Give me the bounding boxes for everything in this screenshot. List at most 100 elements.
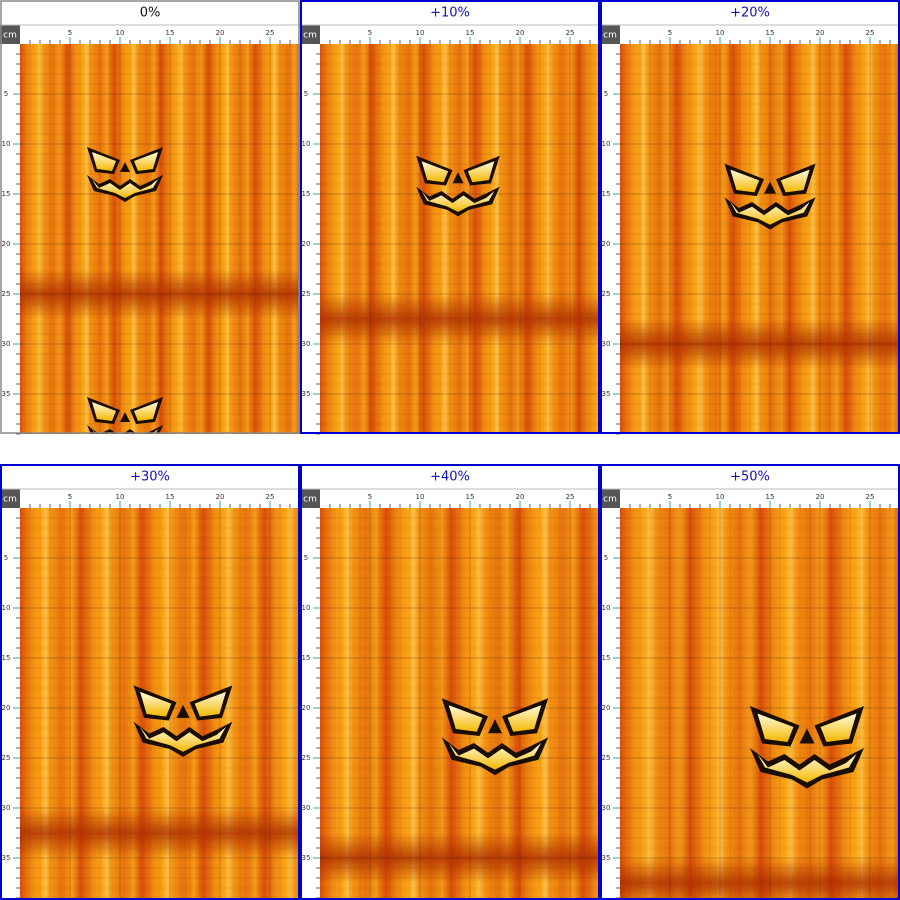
ruler-label: 25 (866, 493, 875, 501)
ruler-label: 20 (2, 704, 11, 712)
eye-glow (507, 705, 542, 732)
ruler-label: 20 (2, 240, 11, 248)
ruler-label: 10 (716, 29, 725, 37)
unit-label: cm (3, 495, 17, 505)
ruler-label: 15 (466, 29, 475, 37)
ruler-label: 15 (2, 654, 11, 662)
ruler-label: 30 (2, 804, 11, 812)
fabric-base (620, 508, 900, 900)
unit-box (600, 25, 620, 44)
ruler-label: 10 (716, 493, 725, 501)
ruler-label: 10 (116, 29, 125, 37)
ruler-top (600, 25, 900, 44)
eye-glow (730, 169, 760, 193)
mouth-glow (730, 202, 810, 225)
ruler-label: 5 (368, 493, 372, 501)
ruler-label: 5 (604, 554, 608, 562)
panel: 5 10 15 20 25 5 10 15 20 25 30 35 cm +50% (600, 464, 900, 900)
ruler-label: 10 (2, 140, 11, 148)
dark-band (20, 808, 300, 858)
unit-box (300, 25, 320, 44)
eye-glow (140, 691, 172, 717)
ruler-label: 25 (602, 754, 611, 762)
ruler-label: 10 (302, 140, 311, 148)
pumpkin-face (133, 685, 233, 757)
fabric-base (320, 44, 600, 434)
panel-label: +20% (730, 6, 770, 21)
panel-border (0, 464, 300, 900)
eye-glow (780, 169, 810, 193)
eye-glow (134, 152, 158, 171)
fabric (20, 44, 300, 434)
ruler-label: 35 (602, 854, 611, 862)
ruler-top (0, 25, 300, 44)
ruler-label: 20 (216, 29, 225, 37)
ruler-label: 30 (602, 804, 611, 812)
nose (120, 162, 130, 172)
ruler-label: 20 (216, 493, 225, 501)
ruler-label: 15 (2, 190, 11, 198)
dark-band (320, 833, 600, 883)
panel: 5 10 15 20 25 5 10 15 20 25 30 35 cm +30% (0, 464, 300, 900)
title-bar (600, 464, 900, 489)
ruler-label: 15 (166, 29, 175, 37)
ruler-label: 5 (668, 29, 672, 37)
unit-box (600, 489, 620, 508)
ruler-label: 25 (866, 29, 875, 37)
ruler-label: 5 (4, 554, 8, 562)
ruler-label: 35 (2, 390, 11, 398)
ruler-left (600, 25, 620, 434)
eye-glow (448, 705, 483, 732)
ruler-label: 15 (602, 654, 611, 662)
eye-glow (134, 402, 158, 421)
ruler-label: 5 (368, 29, 372, 37)
nose (799, 728, 815, 744)
title-bar (0, 464, 300, 489)
panel: 5 10 15 20 25 5 10 15 20 25 30 35 cm +20% (600, 0, 900, 435)
ruler-label: 20 (816, 493, 825, 501)
ruler-label: 10 (416, 493, 425, 501)
ruler-label: 30 (302, 804, 311, 812)
nose (120, 412, 130, 422)
panel: 5 10 15 20 25 5 10 15 20 25 30 35 cm +40% (300, 464, 600, 900)
pumpkin-face (750, 706, 864, 789)
pumpkin-face (416, 155, 500, 217)
ruler-top (600, 489, 900, 508)
pumpkin-face (87, 147, 163, 202)
nose (488, 719, 502, 734)
ruler-label: 25 (602, 290, 611, 298)
eye-glow (467, 161, 495, 183)
ruler-left (300, 25, 320, 434)
ruler-label: 25 (266, 493, 275, 501)
ruler-label: 5 (304, 554, 308, 562)
ruler-label: 30 (302, 340, 311, 348)
ruler-label: 35 (302, 854, 311, 862)
ruler-label: 15 (602, 190, 611, 198)
ruler-label: 20 (816, 29, 825, 37)
eye-glow (757, 713, 794, 742)
ruler-label: 15 (166, 493, 175, 501)
ruler-left (0, 25, 20, 434)
ruler-label: 10 (602, 604, 611, 612)
fabric-base (20, 44, 300, 434)
title-bar (300, 0, 600, 25)
ruler-left (600, 489, 620, 900)
nose (176, 704, 190, 718)
fabric (620, 44, 900, 434)
ruler-label: 25 (302, 290, 311, 298)
pumpkin-face (724, 163, 816, 230)
dark-band (320, 294, 600, 344)
unit-label: cm (303, 495, 317, 505)
ruler-label: 25 (566, 29, 575, 37)
panel-label: 0% (140, 6, 161, 21)
dark-band (620, 319, 900, 369)
unit-label: cm (303, 31, 317, 41)
ruler-label: 5 (668, 493, 672, 501)
ruler-label: 25 (2, 754, 11, 762)
dark-band (620, 858, 900, 900)
title-bar (600, 0, 900, 25)
dark-band (20, 269, 300, 319)
ruler-label: 25 (302, 754, 311, 762)
